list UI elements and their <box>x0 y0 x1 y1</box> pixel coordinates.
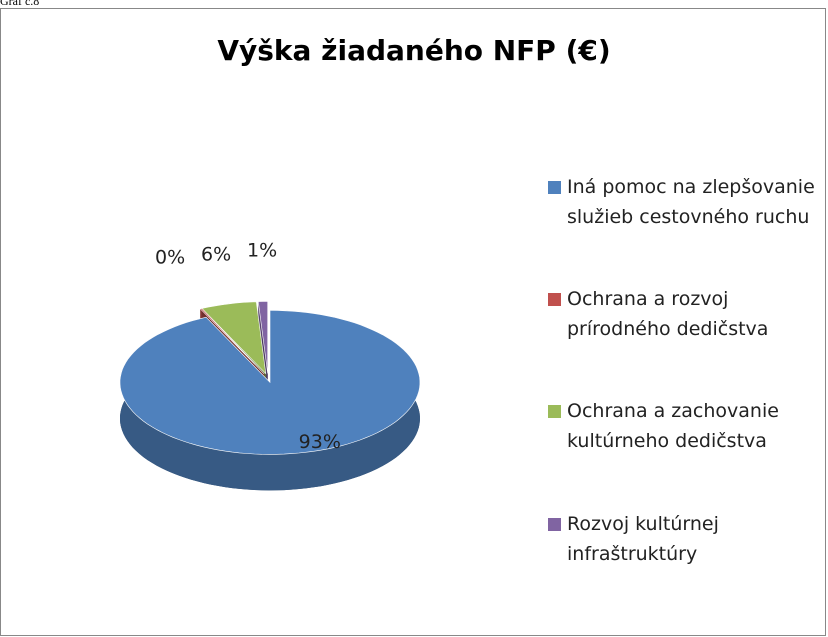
legend-entry: Rozvoj kultúrnej infraštruktúry <box>548 509 818 569</box>
chart-title: Výška žiadaného NFP (€) <box>217 34 610 67</box>
legend-swatch <box>548 293 561 306</box>
data-label: 93% <box>299 431 341 453</box>
data-label: 6% <box>201 244 231 266</box>
data-label: 0% <box>155 247 185 269</box>
slice-top <box>201 301 267 375</box>
data-label: 1% <box>247 240 277 262</box>
legend-entry: Ochrana a zachovanie kultúrneho dedičstv… <box>548 396 818 456</box>
slice <box>119 310 421 491</box>
legend-swatch <box>548 405 561 418</box>
slice-top <box>119 310 421 455</box>
legend-swatch <box>548 518 561 531</box>
slice-top <box>199 308 265 375</box>
legend-entry: Iná pomoc na zlepšovanie služieb cestovn… <box>548 172 818 232</box>
legend-entry: Ochrana a rozvoj prírodného dedičstva <box>548 284 818 344</box>
slice-top <box>257 301 268 374</box>
chart-frame <box>0 8 826 636</box>
caption: Graf č.8 <box>0 0 40 8</box>
legend-label: Ochrana a rozvoj prírodného dedičstva <box>567 288 769 340</box>
legend-label: Iná pomoc na zlepšovanie služieb cestovn… <box>567 176 815 228</box>
legend-label: Ochrana a zachovanie kultúrneho dedičstv… <box>567 400 779 452</box>
legend-label: Rozvoj kultúrnej infraštruktúry <box>567 513 719 565</box>
legend-swatch <box>548 181 561 194</box>
